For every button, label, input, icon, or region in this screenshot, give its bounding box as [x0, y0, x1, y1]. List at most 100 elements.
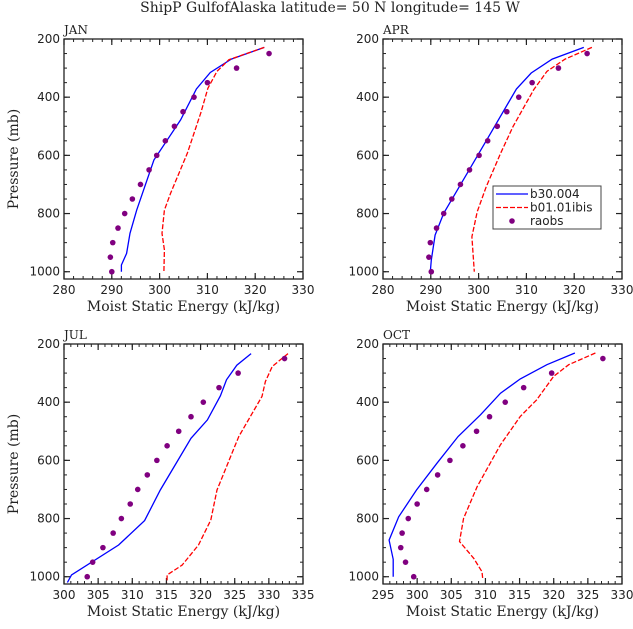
y-tick-label: 600 — [37, 453, 60, 467]
raobs-point — [137, 181, 144, 188]
raobs-point — [555, 65, 562, 71]
raobs-point — [529, 79, 535, 86]
series-line-b30-004 — [66, 353, 252, 583]
raobs-point — [164, 443, 170, 449]
series-line-b30-004 — [429, 46, 585, 272]
raobs-point — [515, 94, 522, 100]
x-tick-label: 320 — [189, 588, 212, 602]
x-axis-label: Moist Static Energy (kJ/kg) — [406, 299, 599, 315]
raobs-point — [281, 355, 288, 362]
x-tick-label: 300 — [53, 588, 76, 602]
raobs-point — [235, 370, 241, 376]
y-tick-label: 1000 — [29, 570, 60, 584]
raobs-point — [584, 50, 590, 57]
y-axis-label: Pressure (mb) — [6, 109, 22, 209]
raobs-point — [144, 472, 151, 478]
y-tick-label: 800 — [37, 207, 60, 221]
x-tick-label: 330 — [611, 588, 633, 602]
x-tick-label: 320 — [244, 283, 267, 297]
raobs-point — [129, 196, 136, 202]
x-tick-label: 325 — [223, 588, 246, 602]
y-tick-label: 400 — [37, 90, 60, 104]
raobs-point — [402, 559, 409, 565]
x-tick-label: 300 — [148, 283, 171, 297]
y-tick-label: 200 — [356, 337, 379, 351]
y-tick-label: 200 — [37, 32, 60, 46]
x-tick-label: 300 — [406, 588, 429, 602]
legend-label: b30.004 — [530, 187, 580, 201]
raobs-point — [175, 428, 182, 435]
raobs-point — [502, 399, 509, 405]
raobs-point — [399, 530, 405, 536]
y-tick-label: 1000 — [29, 265, 60, 279]
x-tick-label: 300 — [467, 283, 490, 297]
y-tick-label: 200 — [356, 32, 379, 46]
raobs-point — [484, 138, 491, 144]
panel-apr: APR 280 290 300 310 320 330 200 400 600 800 1000 Moi… — [348, 23, 633, 315]
panel-title: APR — [382, 23, 410, 37]
y-tick-label: 1000 — [348, 265, 379, 279]
raobs-point — [115, 225, 121, 231]
raobs-point — [89, 559, 96, 565]
raobs-point — [473, 428, 480, 435]
plot-frame — [382, 343, 623, 585]
raobs-point — [266, 50, 272, 57]
legend-marker — [509, 218, 515, 224]
raobs-point — [204, 79, 211, 86]
panel-title: JAN — [62, 23, 88, 37]
panel-jul: JUL 300 305 310 315 320 325 330 335 200 400 600 800 1… — [6, 328, 314, 620]
y-tick-label: 400 — [356, 395, 379, 409]
x-tick-label: 330 — [257, 588, 280, 602]
raobs-point — [434, 472, 441, 478]
legend-label: b01.01ibis — [530, 201, 593, 215]
raobs-point — [146, 167, 152, 173]
raobs-point — [100, 544, 106, 551]
raobs-point — [233, 65, 240, 71]
raobs-point — [127, 501, 134, 507]
raobs-point — [520, 384, 527, 391]
raobs-point — [171, 123, 178, 130]
x-tick-label: 310 — [196, 283, 219, 297]
panel-oct: OCT 295 300 305 310 315 320 325 330 200 400 600 800 1… — [348, 328, 633, 620]
raobs-point — [110, 530, 116, 536]
x-axis-label: Moist Static Energy (kJ/kg) — [406, 604, 599, 620]
series-line-b30-004 — [120, 46, 265, 272]
raobs-point — [447, 457, 453, 464]
series-line-b01-01ibis — [471, 46, 593, 272]
raobs-point — [109, 268, 115, 275]
raobs-point — [457, 181, 464, 188]
x-tick-label: 335 — [292, 588, 315, 602]
series-line-b30-004 — [388, 352, 576, 577]
panel-title: OCT — [383, 328, 410, 342]
raobs-point — [504, 108, 510, 115]
raobs-point — [423, 486, 430, 493]
legend-label: raobs — [530, 214, 564, 228]
raobs-point — [121, 210, 128, 217]
raobs-point — [414, 501, 420, 507]
x-tick-label: 320 — [542, 588, 565, 602]
x-tick-label: 310 — [515, 283, 538, 297]
raobs-point — [486, 413, 493, 420]
x-axis-label: Moist Static Energy (kJ/kg) — [87, 604, 280, 620]
raobs-point — [162, 138, 169, 144]
raobs-point — [180, 108, 186, 115]
raobs-point — [397, 544, 404, 551]
y-tick-label: 200 — [37, 337, 60, 351]
raobs-point — [548, 370, 555, 376]
x-tick-label: 310 — [121, 588, 144, 602]
raobs-point — [216, 384, 222, 391]
raobs-point — [200, 399, 207, 405]
y-tick-label: 1000 — [348, 570, 379, 584]
y-tick-label: 600 — [37, 148, 60, 162]
raobs-point — [427, 239, 434, 246]
raobs-point — [191, 94, 197, 100]
y-tick-label: 400 — [37, 395, 60, 409]
raobs-point — [494, 123, 501, 130]
raobs-point — [460, 443, 466, 449]
x-tick-label: 290 — [100, 283, 123, 297]
x-tick-label: 305 — [440, 588, 463, 602]
x-tick-label: 280 — [53, 283, 76, 297]
raobs-point — [600, 355, 606, 362]
